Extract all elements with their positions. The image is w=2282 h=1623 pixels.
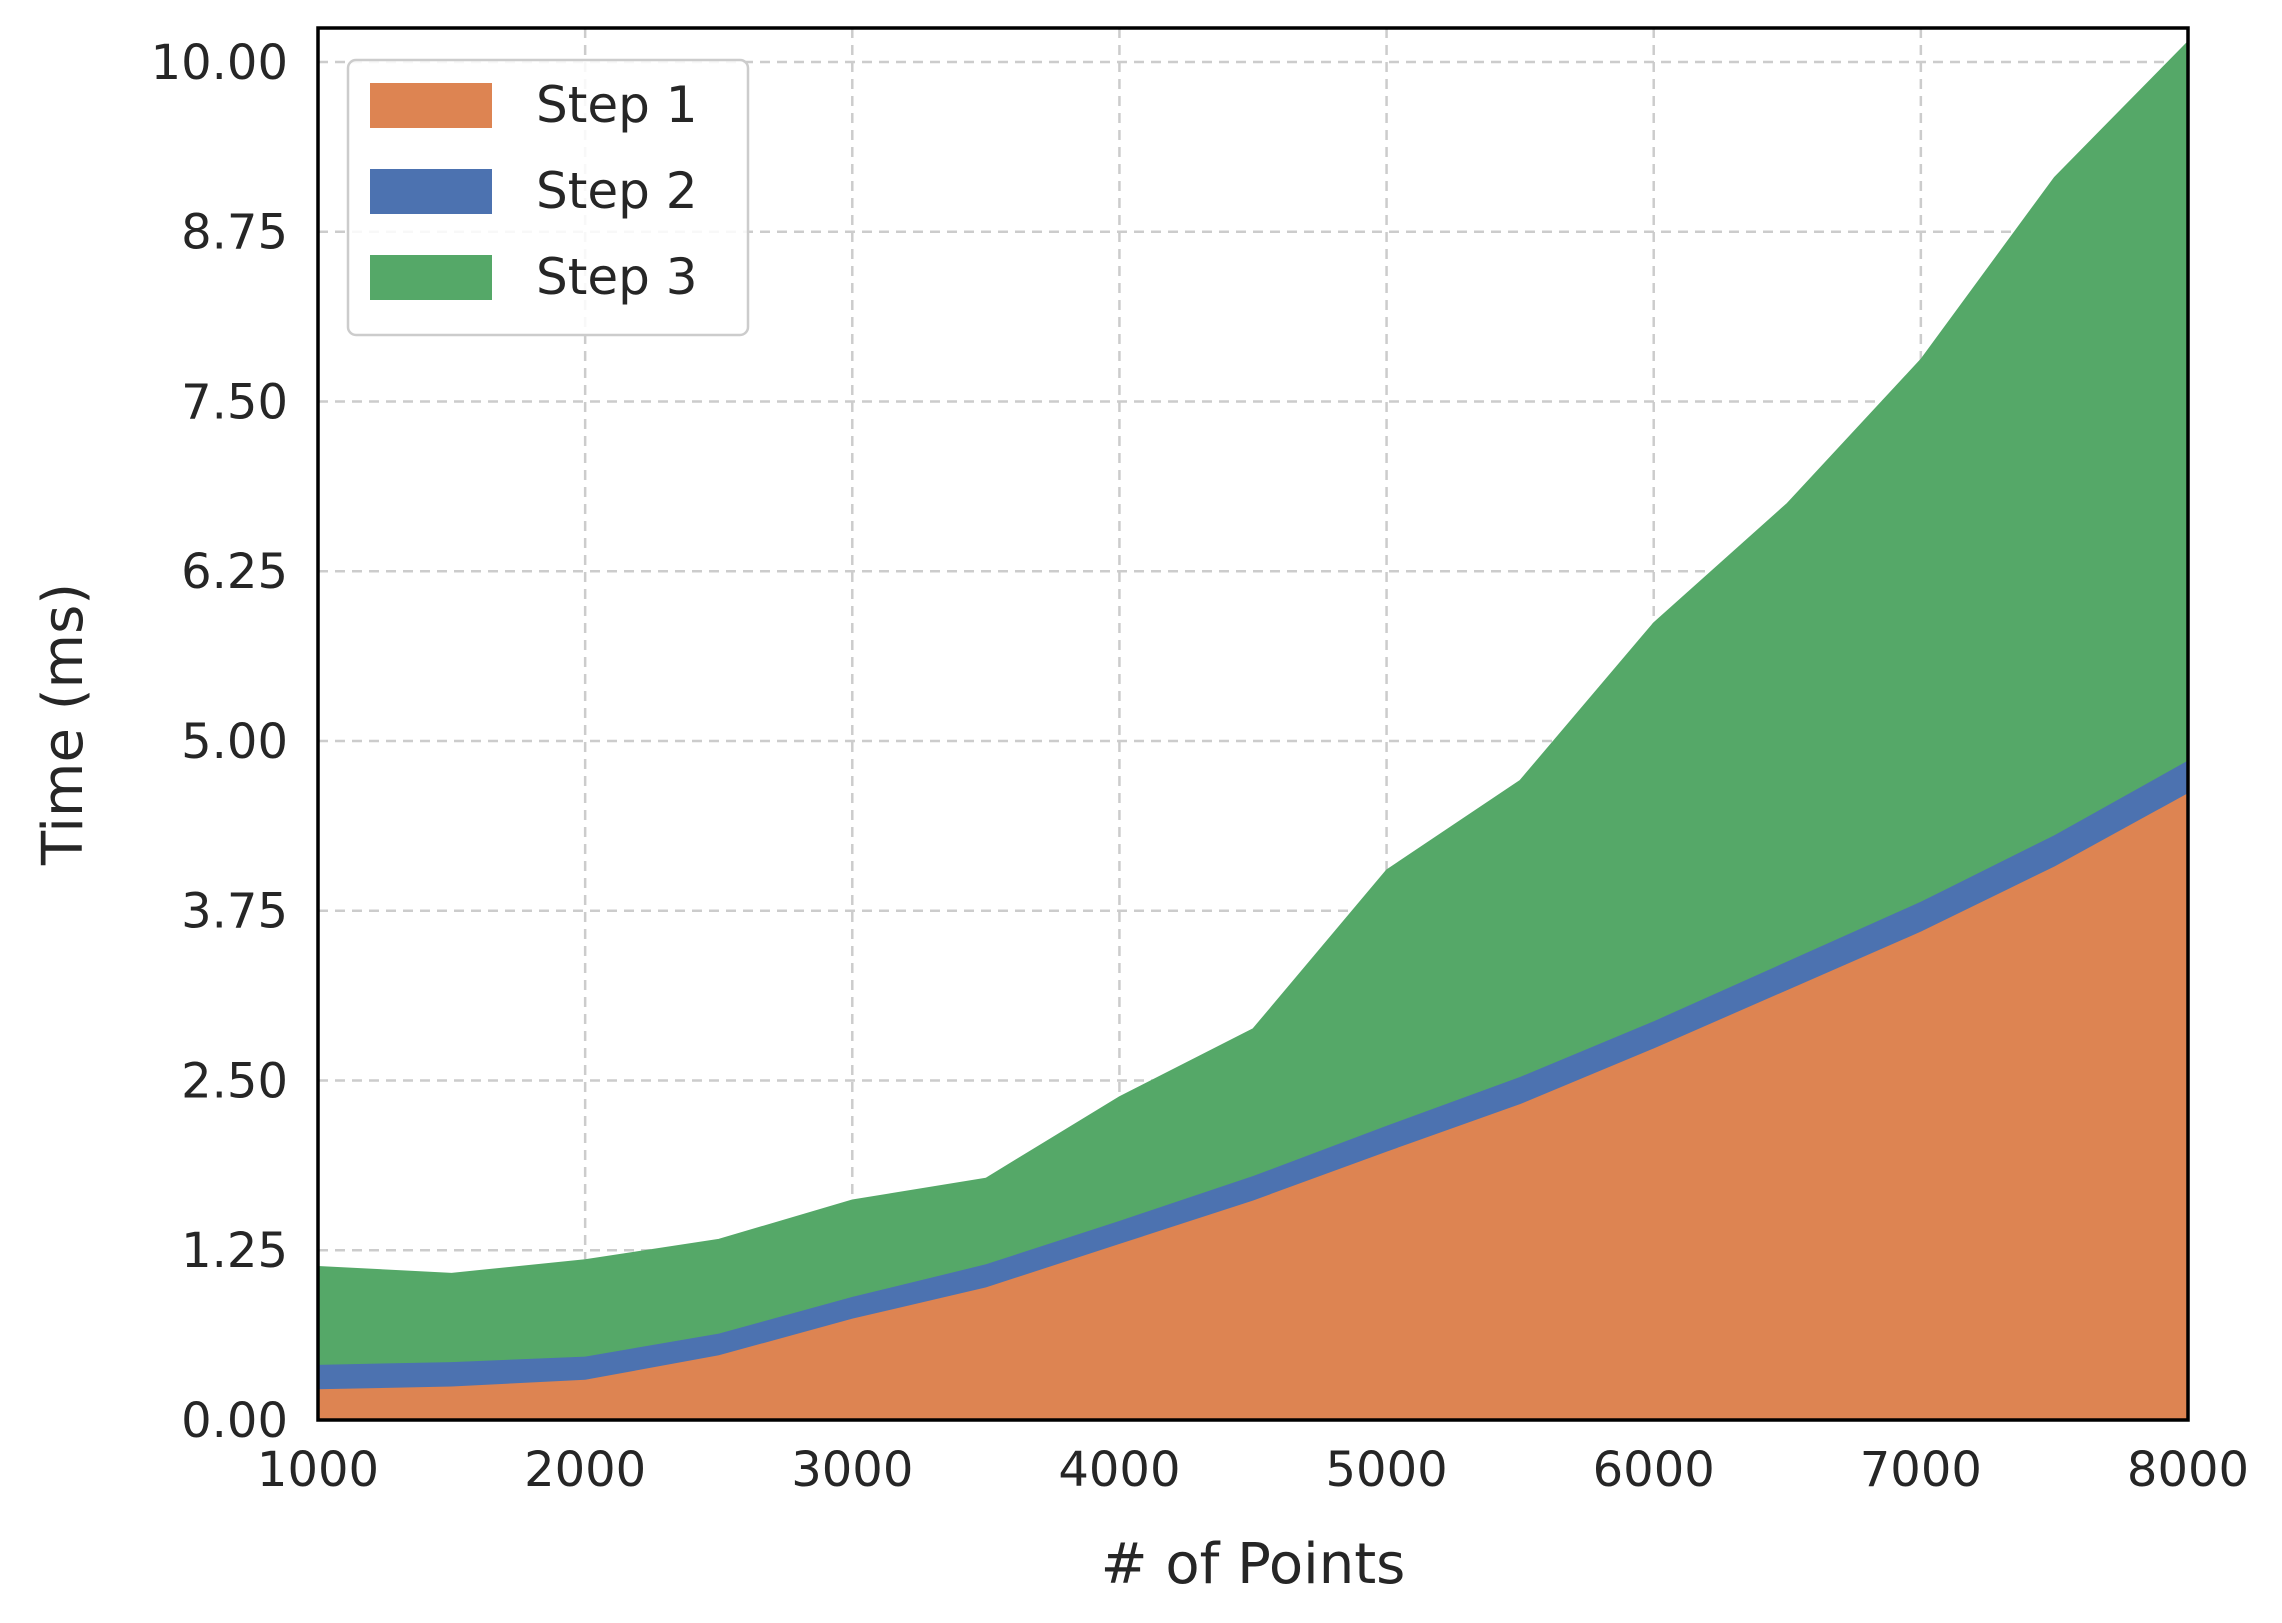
- x-axis-label: # of Points: [1101, 1532, 1406, 1597]
- y-tick-label: 2.50: [181, 1053, 288, 1109]
- y-tick-label: 7.50: [181, 374, 288, 430]
- x-tick-label: 3000: [791, 1442, 913, 1498]
- legend-swatch: [370, 255, 492, 300]
- y-tick-label: 10.00: [151, 35, 288, 91]
- x-tick-label: 4000: [1058, 1442, 1180, 1498]
- y-tick-label: 5.00: [181, 714, 288, 770]
- x-tick-label: 1000: [257, 1442, 379, 1498]
- x-tick-label: 2000: [524, 1442, 646, 1498]
- x-tick-label: 6000: [1593, 1442, 1715, 1498]
- legend-label: Step 3: [536, 248, 698, 306]
- legend-swatch: [370, 83, 492, 128]
- legend-label: Step 1: [536, 76, 698, 134]
- y-axis-label: Time (ms): [31, 583, 96, 866]
- y-tick-label: 6.25: [181, 544, 288, 600]
- y-tick-label: 0.00: [181, 1393, 288, 1449]
- x-tick-label: 8000: [2127, 1442, 2249, 1498]
- x-axis-ticks: 1000 2000 3000 4000 5000 6000 7000 8000: [257, 1442, 2249, 1498]
- legend-label: Step 2: [536, 162, 698, 220]
- x-tick-label: 5000: [1325, 1442, 1447, 1498]
- y-tick-label: 8.75: [181, 205, 288, 261]
- plot-frame: [316, 26, 2190, 1422]
- legend: Step 1 Step 2 Step 3: [346, 58, 750, 337]
- y-tick-label: 1.25: [181, 1223, 288, 1279]
- x-tick-label: 7000: [1860, 1442, 1982, 1498]
- legend-swatch: [370, 169, 492, 214]
- y-tick-label: 3.75: [181, 884, 288, 940]
- y-axis-ticks: 0.00 1.25 2.50 3.75 5.00 6.25 7.50 8.75 10.00: [151, 35, 288, 1449]
